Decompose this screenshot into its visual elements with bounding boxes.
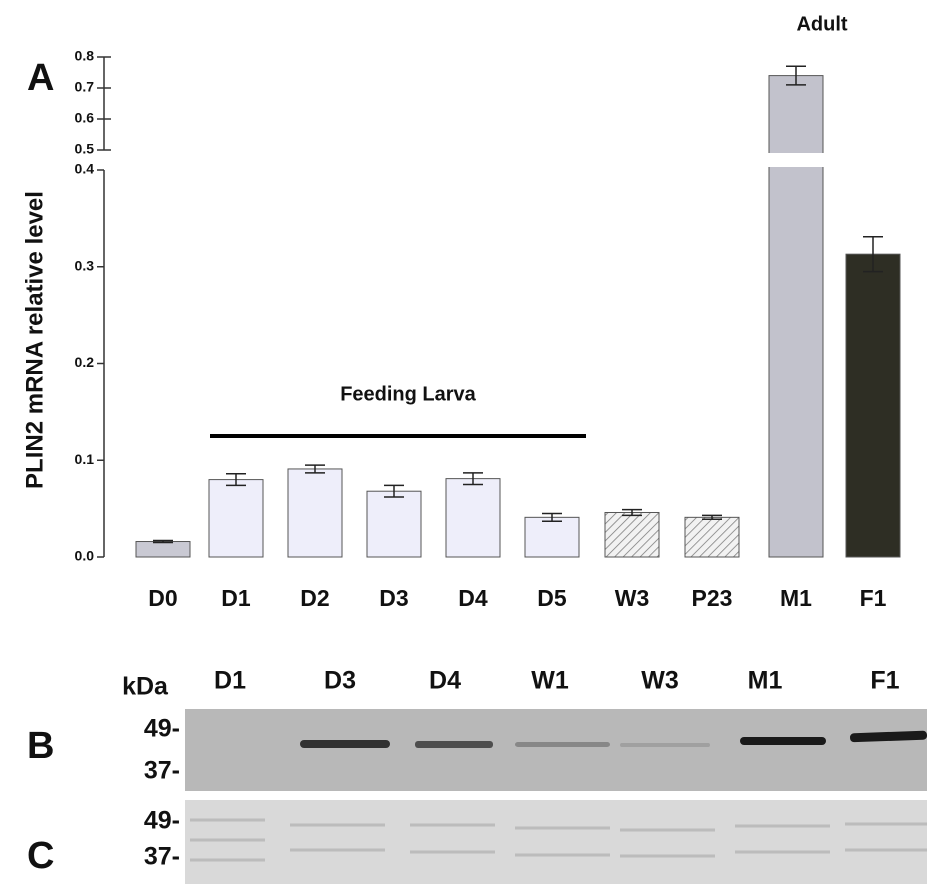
lane-label: F1 bbox=[870, 667, 899, 695]
marker-label: 49- bbox=[144, 715, 180, 743]
bar bbox=[209, 480, 263, 557]
band bbox=[740, 737, 826, 745]
y-tick-label: 0.3 bbox=[75, 257, 95, 273]
x-tick-label: M1 bbox=[780, 585, 812, 611]
lane-label: D3 bbox=[324, 667, 356, 695]
blot-c bbox=[185, 800, 927, 884]
x-tick-label: D3 bbox=[379, 585, 408, 611]
y-tick-label: 0.0 bbox=[75, 548, 95, 564]
bar bbox=[367, 491, 421, 557]
marker-label: 37- bbox=[144, 757, 180, 785]
x-tick-label: D4 bbox=[458, 585, 488, 611]
unit-label: kDa bbox=[122, 673, 169, 701]
bar bbox=[769, 76, 823, 557]
band bbox=[300, 740, 390, 748]
lane-label: W3 bbox=[641, 667, 679, 695]
band bbox=[415, 741, 493, 748]
y-tick-label: 0.5 bbox=[75, 141, 95, 157]
x-tick-label: P23 bbox=[692, 585, 733, 611]
x-tick-label: D0 bbox=[148, 585, 177, 611]
figure: A B C PLIN2 mRNA relative level Feeding … bbox=[0, 0, 927, 884]
y-axis-title: PLIN2 mRNA relative level bbox=[21, 191, 48, 489]
y-tick-label: 0.4 bbox=[75, 161, 95, 177]
x-tick-label: D1 bbox=[221, 585, 251, 611]
bar bbox=[446, 479, 500, 557]
bar bbox=[846, 254, 900, 557]
panel-label: B bbox=[27, 725, 54, 767]
bar bbox=[685, 517, 739, 557]
lane-label: D4 bbox=[429, 667, 461, 695]
panel-label: C bbox=[27, 835, 54, 877]
x-tick-label: F1 bbox=[860, 585, 887, 611]
bar bbox=[136, 542, 190, 557]
lane-label: W1 bbox=[531, 667, 569, 695]
lane-label: D1 bbox=[214, 667, 246, 695]
annotation: Adult bbox=[796, 13, 847, 35]
blot-b bbox=[185, 709, 927, 791]
bar bbox=[605, 512, 659, 557]
y-tick-label: 0.7 bbox=[75, 79, 95, 95]
y-tick-label: 0.6 bbox=[75, 110, 95, 126]
y-tick-label: 0.8 bbox=[75, 48, 95, 64]
x-tick-label: D5 bbox=[537, 585, 567, 611]
annotation: Feeding Larva bbox=[340, 383, 476, 405]
axis-break bbox=[767, 153, 825, 167]
y-tick-label: 0.2 bbox=[75, 354, 95, 370]
lane-label: M1 bbox=[748, 667, 783, 695]
band bbox=[515, 742, 610, 747]
x-tick-label: D2 bbox=[300, 585, 329, 611]
marker-label: 49- bbox=[144, 807, 180, 835]
band bbox=[620, 743, 710, 747]
panel-label: A bbox=[27, 57, 54, 99]
y-tick-label: 0.1 bbox=[75, 451, 95, 467]
marker-label: 37- bbox=[144, 843, 180, 871]
x-tick-label: W3 bbox=[615, 585, 650, 611]
bar bbox=[525, 517, 579, 557]
bar bbox=[288, 469, 342, 557]
